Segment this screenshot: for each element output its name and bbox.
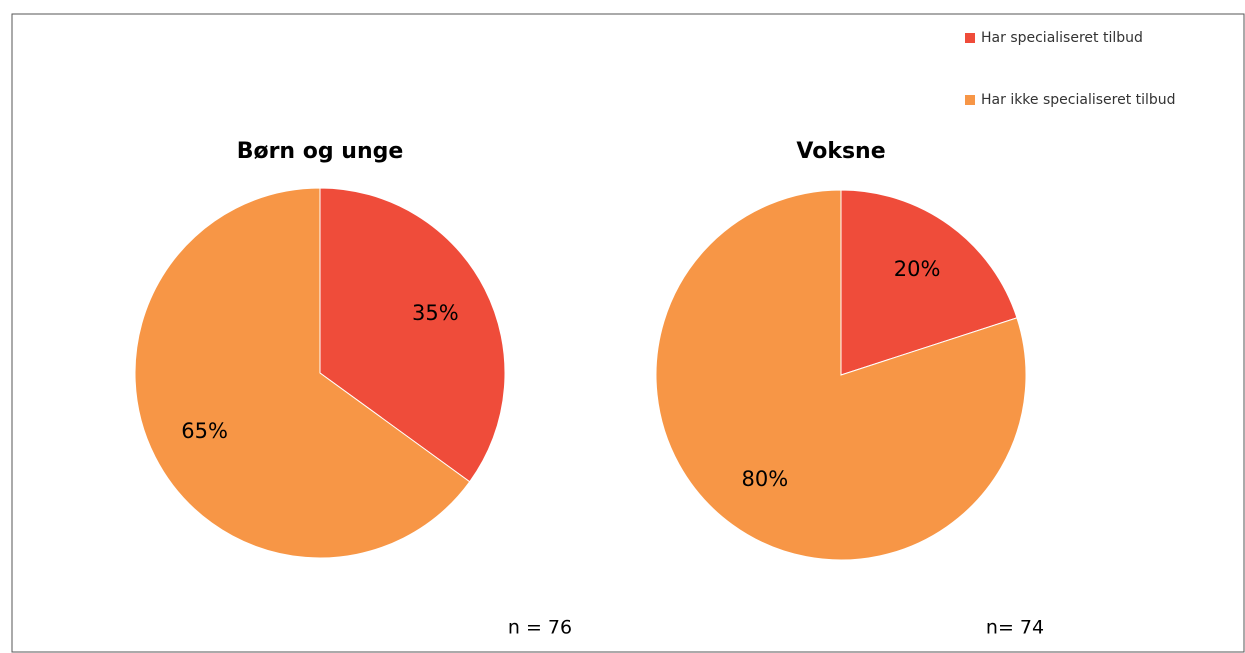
chart-title: Børn og unge: [237, 139, 404, 164]
sample-size: n = 76: [508, 617, 572, 639]
slice-label: 80%: [742, 467, 789, 491]
legend-swatch: [965, 95, 975, 105]
slice-label: 35%: [412, 301, 459, 325]
pie-slice: [840, 189, 1018, 376]
legend-label: Har specialiseret tilbud: [981, 30, 1143, 46]
sample-size: n= 74: [986, 617, 1044, 639]
slice-label: 65%: [181, 419, 228, 443]
pie-slice: [655, 189, 1027, 561]
legend-swatch: [965, 33, 975, 43]
slice-label: 20%: [894, 257, 941, 281]
pie-slice: [319, 187, 506, 483]
pie-slice: [134, 187, 471, 559]
legend-label: Har ikke specialiseret tilbud: [981, 92, 1176, 108]
chart-title: Voksne: [796, 139, 885, 164]
